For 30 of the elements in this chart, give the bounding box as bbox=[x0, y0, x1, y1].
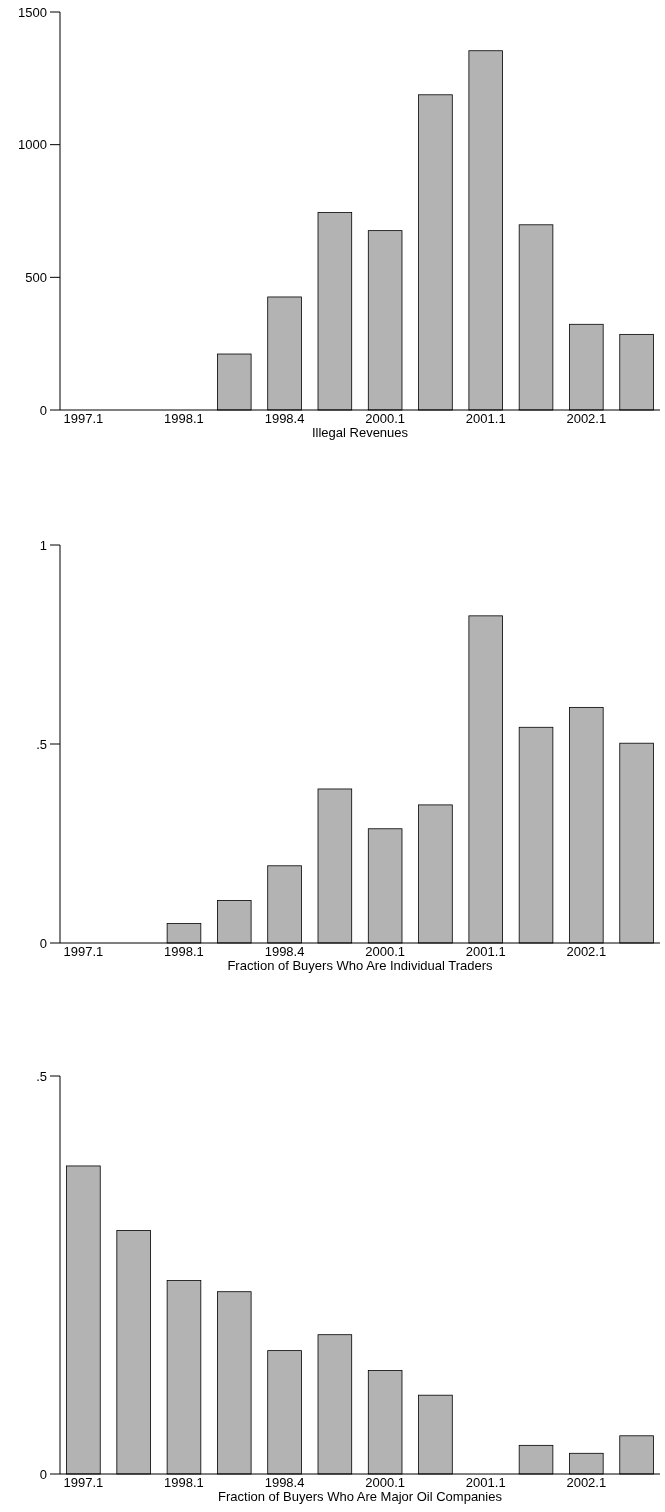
x-tick-label: 2000.1 bbox=[365, 944, 406, 959]
y-tick-label: 500 bbox=[25, 269, 47, 285]
x-axis-title: Fraction of Buyers Who Are Major Oil Companies bbox=[218, 1489, 503, 1504]
x-tick-label: 2000.1 bbox=[365, 411, 406, 426]
x-tick-label: 1998.4 bbox=[264, 411, 305, 426]
y-tick-label: 1 bbox=[39, 537, 47, 553]
y-tick-label: 0 bbox=[39, 1466, 47, 1482]
x-tick-label: 1998.1 bbox=[164, 1475, 204, 1490]
x-tick-label: 2002.1 bbox=[566, 944, 607, 959]
x-axis-title: Fraction of Buyers Who Are Individual Traders bbox=[227, 958, 494, 973]
y-tick-label: .5 bbox=[36, 736, 47, 752]
x-axis-title: Illegal Revenues bbox=[311, 425, 409, 440]
y-tick-label: .5 bbox=[36, 1068, 47, 1084]
x-tick-label: 1998.1 bbox=[164, 944, 204, 959]
x-tick-label: 1997.1 bbox=[63, 944, 104, 959]
x-tick-label: 1997.1 bbox=[63, 1475, 104, 1490]
x-tick-label: 1998.4 bbox=[264, 1475, 305, 1490]
x-tick-label: 2000.1 bbox=[365, 1475, 406, 1490]
x-tick-label: 1998.4 bbox=[264, 944, 305, 959]
x-tick-label: 1997.1 bbox=[63, 411, 104, 426]
y-tick-label: 1500 bbox=[18, 4, 47, 20]
x-tick-label: 2001.1 bbox=[465, 944, 506, 959]
y-tick-label: 1000 bbox=[18, 137, 47, 153]
x-tick-label: 2002.1 bbox=[566, 411, 607, 426]
y-tick-label: 0 bbox=[39, 402, 47, 418]
x-tick-label: 1998.1 bbox=[164, 411, 204, 426]
x-tick-label: 2002.1 bbox=[566, 1475, 607, 1490]
x-tick-label: 2001.1 bbox=[465, 411, 506, 426]
x-tick-label: 2001.1 bbox=[465, 1475, 506, 1490]
y-tick-label: 0 bbox=[39, 935, 47, 951]
